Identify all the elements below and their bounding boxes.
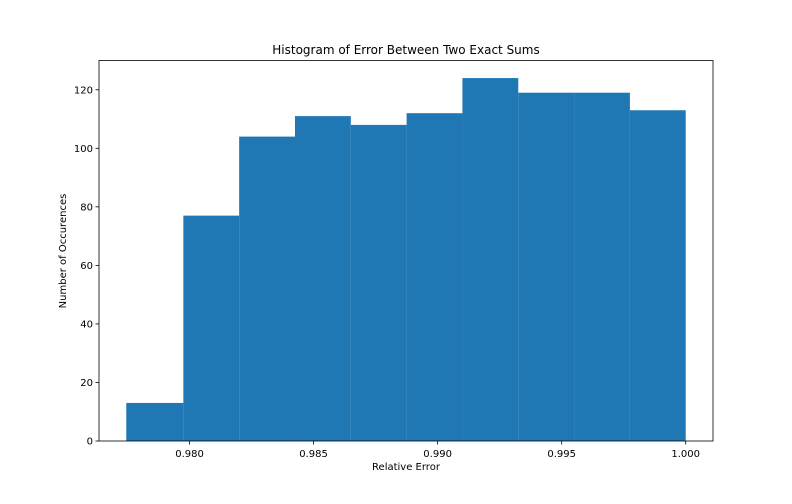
y-axis-title: Number of Occurences bbox=[58, 194, 69, 309]
y-tick-label: 20 bbox=[80, 378, 93, 389]
x-tick-label: 0.980 bbox=[175, 449, 204, 460]
y-tick-label: 100 bbox=[74, 144, 93, 155]
histogram-bar bbox=[350, 124, 407, 442]
y-tick-label: 0 bbox=[87, 437, 93, 448]
histogram-bar bbox=[518, 92, 575, 441]
x-tick-label: 0.995 bbox=[547, 449, 576, 460]
y-tick-label: 80 bbox=[80, 202, 93, 213]
x-axis: 0.980 0.985 0.990 0.995 1.000 bbox=[175, 441, 700, 460]
histogram-bar bbox=[574, 92, 630, 441]
x-tick-label: 1.000 bbox=[671, 449, 700, 460]
bars-group bbox=[126, 78, 686, 442]
y-axis: 0 20 40 60 80 100 120 bbox=[74, 85, 99, 448]
x-tick-label: 0.990 bbox=[423, 449, 452, 460]
histogram-bar bbox=[406, 113, 463, 441]
chart-title: Histogram of Error Between Two Exact Sum… bbox=[272, 43, 539, 57]
plot-frame bbox=[98, 60, 714, 442]
histogram-bar bbox=[294, 116, 351, 441]
histogram-bar bbox=[462, 78, 519, 442]
histogram-bar bbox=[239, 136, 295, 441]
histogram-bar bbox=[126, 402, 184, 441]
x-axis-title: Relative Error bbox=[372, 462, 441, 473]
x-tick-label: 0.985 bbox=[299, 449, 328, 460]
histogram-bar bbox=[629, 110, 686, 441]
histogram-bar bbox=[183, 215, 240, 441]
y-tick-label: 40 bbox=[80, 319, 93, 330]
y-tick-label: 60 bbox=[80, 261, 93, 272]
y-tick-label: 120 bbox=[74, 85, 93, 96]
